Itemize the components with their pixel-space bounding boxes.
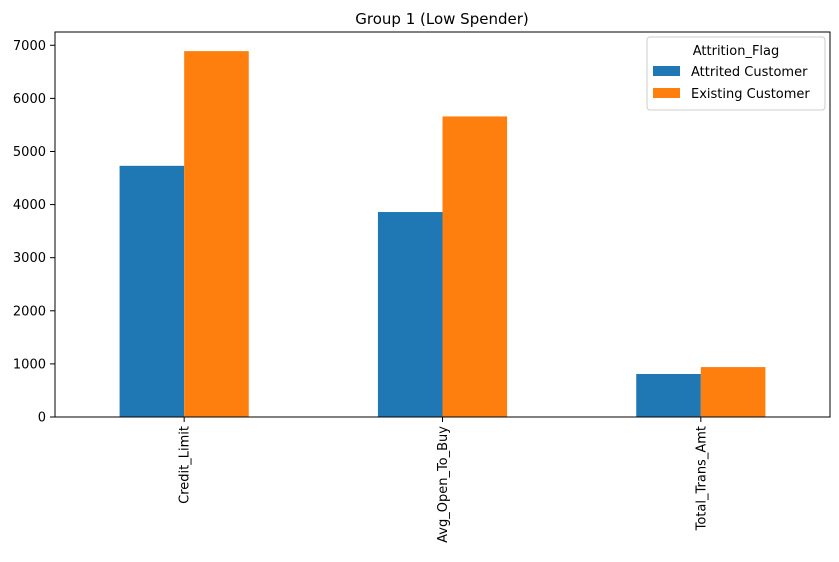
x-tick-label: Avg_Open_To_Buy [436,426,451,543]
y-tick-label: 3000 [13,251,46,266]
legend-box [646,36,826,111]
bar-credit-limit-series-1 [119,165,185,417]
legend-swatch [653,66,680,76]
y-tick-label: 2000 [13,304,46,319]
bar-credit-limit-series-2 [184,51,249,417]
x-tick-label: Credit_Limit [178,426,193,504]
y-tick-label: 5000 [13,145,46,160]
y-tick-label: 1000 [13,357,46,372]
plot-frame [54,31,831,418]
legend-title: Attrition_Flag [693,44,780,59]
y-tick-label: 7000 [13,39,46,54]
legend-items: Attrited Customer Existing Customer [653,65,810,102]
bars-layer [119,51,766,418]
bar-avg-open-to-buy-series-1 [377,212,443,417]
y-tick-label: 6000 [13,92,46,107]
legend-swatch [653,88,680,98]
legend-label: Attrited Customer [691,65,808,80]
y-tick-label: 4000 [13,198,46,213]
x-tick-label: Total_Trans_Amt [694,426,709,531]
y-axis: 0 1000 2000 3000 4000 5000 6000 7000 [13,39,55,426]
bar-total-trans-amt-series-1 [636,373,701,417]
bar-avg-open-to-buy-series-2 [442,116,508,418]
y-tick-label: 0 [38,411,46,426]
bar-total-trans-amt-series-2 [700,367,766,417]
x-axis: Credit_Limit Avg_Open_To_Buy Total_Trans_A… [178,417,709,543]
legend: Attrition_Flag Attrited Customer Existing… [646,36,826,111]
chart-title: Group 1 (Low Spender) [355,10,528,28]
legend-label: Existing Customer [691,87,810,102]
